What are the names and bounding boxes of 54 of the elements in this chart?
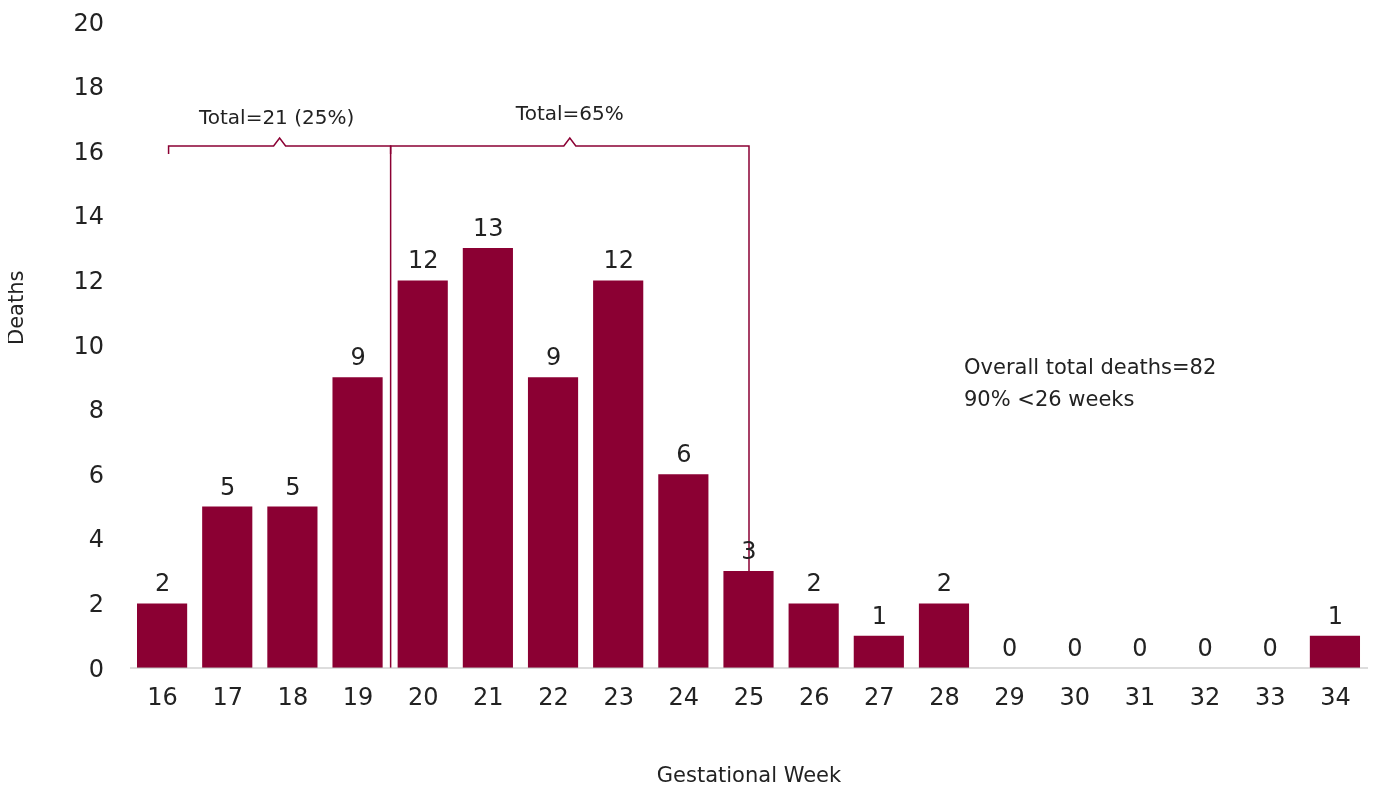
x-tick-label: 26: [798, 683, 830, 712]
y-axis-title: Deaths: [4, 270, 29, 345]
data-label: 1: [871, 601, 887, 630]
data-label: 0: [1001, 634, 1018, 662]
x-tick-label: 34: [1320, 683, 1351, 712]
x-tick-label: 24: [668, 683, 700, 712]
x-tick-label: 19: [342, 683, 374, 712]
y-tick-label: 8: [88, 396, 104, 425]
x-tick-label: 22: [538, 683, 569, 712]
y-tick-label: 16: [73, 137, 104, 166]
x-tick-label: 31: [1124, 683, 1156, 712]
x-tick-label: 20: [407, 683, 439, 712]
x-tick-label: 18: [277, 683, 309, 712]
x-tick-label: 23: [603, 683, 634, 712]
data-label: 6: [676, 440, 692, 469]
data-label: 5: [220, 472, 236, 501]
data-label: 2: [806, 569, 822, 598]
data-label: 0: [1197, 634, 1213, 662]
x-tick-label: 32: [1189, 683, 1221, 712]
x-tick-label: 28: [929, 683, 960, 712]
data-label: 1: [1327, 601, 1344, 630]
y-tick-label: 4: [88, 525, 104, 554]
data-label: 2: [154, 569, 171, 598]
y-tick-label: 6: [88, 460, 104, 489]
annotation: 90% <26 weeks: [964, 387, 1135, 411]
y-tick-label: 0: [88, 654, 104, 683]
data-label: 13: [473, 214, 504, 243]
x-tick-label: 25: [733, 683, 765, 712]
data-label: 9: [545, 343, 562, 372]
data-label: 2: [936, 569, 953, 598]
x-tick-label: 30: [1059, 683, 1091, 712]
y-tick-label: 14: [73, 202, 104, 231]
y-tick-label: 20: [73, 8, 104, 37]
y-tick-label: 10: [73, 331, 104, 360]
annotation: Total=65%: [514, 101, 624, 125]
y-tick-label: 18: [73, 73, 104, 102]
x-tick-label: 27: [864, 683, 895, 712]
data-label: 12: [603, 246, 634, 275]
data-label: 5: [285, 472, 301, 501]
data-label: 0: [1067, 634, 1083, 662]
data-label: 0: [1262, 634, 1278, 662]
y-tick-label: 12: [73, 266, 104, 295]
x-tick-label: 21: [473, 683, 504, 712]
data-label: 12: [407, 246, 439, 275]
annotation: Overall total deaths=82: [964, 355, 1217, 379]
x-tick-label: 33: [1254, 683, 1286, 712]
x-tick-label: 16: [147, 683, 178, 712]
data-label: 9: [350, 343, 366, 372]
annotation: Total=21 (25%): [197, 105, 355, 129]
x-axis-title: Gestational Week: [656, 763, 843, 787]
x-tick-label: 29: [994, 683, 1025, 712]
data-label: 0: [1132, 634, 1148, 662]
y-tick-label: 2: [88, 589, 104, 618]
x-tick-label: 17: [212, 683, 244, 712]
